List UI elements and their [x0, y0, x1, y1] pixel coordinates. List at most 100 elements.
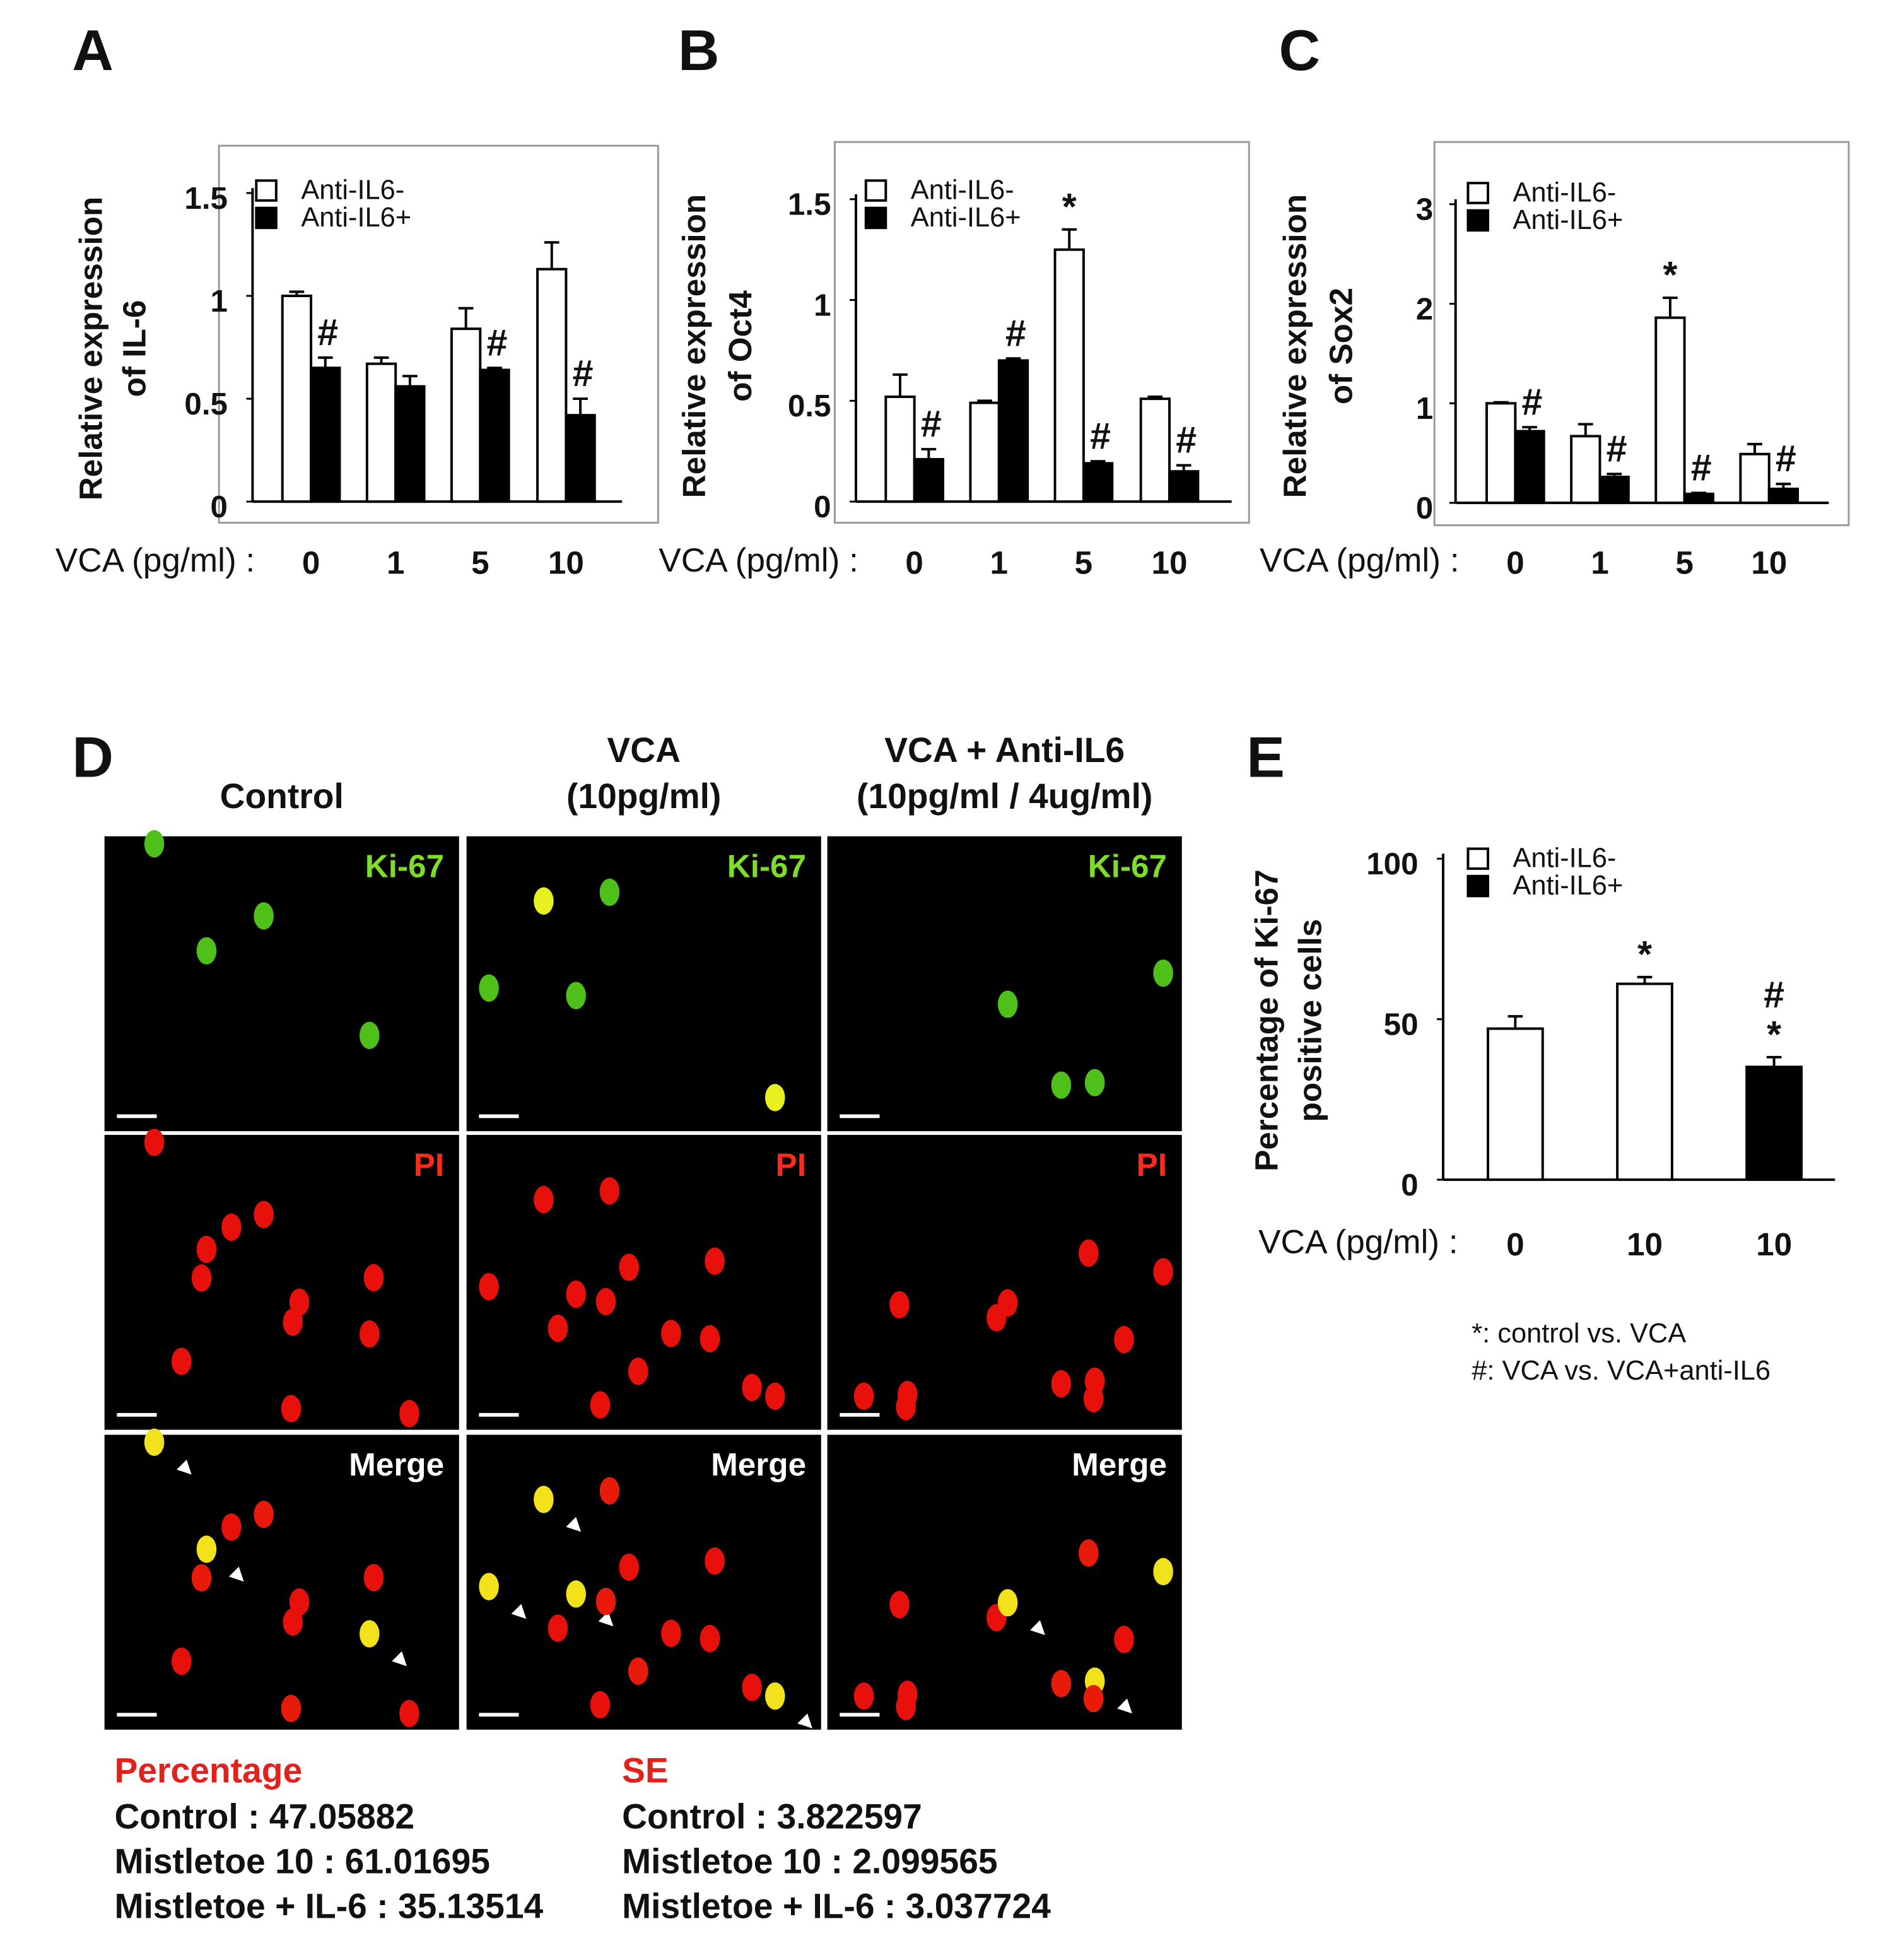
error-bar — [1062, 228, 1077, 250]
channel-label: Merge — [711, 1447, 806, 1482]
error-bar — [1090, 460, 1106, 464]
cell-nucleus — [619, 1253, 640, 1281]
cell-nucleus — [997, 1588, 1018, 1617]
y-axis-label: positive cells — [1292, 919, 1328, 1122]
legend-swatch — [1467, 847, 1489, 870]
y-tick-label: 1 — [814, 288, 831, 322]
x-tick-label: 0 — [1506, 544, 1525, 580]
error-bar — [893, 373, 908, 397]
legend-swatch — [255, 179, 278, 202]
cell-nucleus — [191, 1564, 212, 1592]
cell-nucleus — [534, 887, 554, 915]
cell-nucleus — [997, 1289, 1018, 1317]
error-bar — [921, 448, 937, 460]
cell-nucleus — [661, 1619, 681, 1647]
cell-nucleus — [997, 990, 1018, 1018]
significance-mark: # — [921, 402, 942, 445]
bar — [1139, 397, 1171, 503]
channel-label: Merge — [1072, 1447, 1167, 1482]
bar — [913, 458, 945, 503]
cell-nucleus — [590, 1391, 611, 1419]
cell-nucleus — [254, 1500, 274, 1529]
error-bar — [977, 399, 992, 403]
significance-mark: # — [573, 352, 594, 394]
legend-label: Anti-IL6+ — [301, 202, 411, 233]
x-tick-label: 10 — [548, 544, 584, 580]
error-bar — [1691, 491, 1707, 495]
channel-label: PI — [414, 1147, 444, 1183]
bar — [1485, 402, 1517, 505]
legend-label: Anti-IL6+ — [1513, 205, 1623, 235]
cell-nucleus — [399, 1400, 419, 1428]
cell-nucleus — [566, 1280, 586, 1308]
cell-nucleus — [700, 1325, 720, 1353]
panel-letter: E — [1246, 725, 1285, 789]
cell-nucleus — [661, 1320, 681, 1347]
micrograph — [104, 1135, 459, 1430]
error-bar — [317, 356, 333, 368]
error-bar — [1508, 1015, 1523, 1029]
cell-nucleus — [889, 1291, 910, 1318]
error-bar — [487, 367, 502, 370]
cell-nucleus — [853, 1682, 874, 1710]
y-axis-label: of Sox2 — [1323, 288, 1359, 404]
stats-line: Control : 47.05882 — [114, 1797, 414, 1836]
legend-label: Anti-IL6+ — [1513, 871, 1623, 901]
error-bar — [1005, 357, 1021, 361]
significance-mark: * — [1767, 1013, 1781, 1055]
micrograph — [104, 1435, 459, 1730]
stats-line: Mistletoe 10 : 2.099565 — [622, 1841, 997, 1881]
cell-nucleus — [534, 1185, 554, 1214]
channel-label: Ki-67 — [1088, 848, 1167, 884]
error-bar — [1578, 423, 1593, 437]
y-axis-label: Relative expression — [1277, 194, 1313, 498]
y-tick-label: 100 — [1366, 847, 1418, 881]
cell-nucleus — [599, 1477, 620, 1505]
x-tick-label: 0 — [1506, 1226, 1525, 1262]
cell-nucleus — [547, 1314, 568, 1342]
micrograph — [827, 836, 1182, 1132]
cell-nucleus — [1084, 1069, 1105, 1096]
cell-nucleus — [896, 1693, 916, 1720]
x-axis-label: VCA (pg/ml) : — [659, 542, 858, 579]
cell-nucleus — [1114, 1626, 1134, 1653]
bar — [450, 327, 482, 503]
cell-nucleus — [171, 1647, 192, 1675]
y-axis-label: Relative expression — [73, 197, 108, 501]
error-bar — [544, 241, 559, 269]
x-tick-label: 10 — [1152, 544, 1188, 580]
micrograph — [827, 1135, 1182, 1430]
legend-swatch — [1467, 209, 1489, 232]
cell-nucleus — [566, 982, 586, 1009]
legend-swatch — [1467, 874, 1489, 898]
legend-label: Anti-IL6- — [1513, 843, 1616, 874]
stats-line: Mistletoe + IL-6 : 3.037724 — [622, 1886, 1051, 1925]
cell-nucleus — [1083, 1684, 1104, 1713]
plot-frame — [1433, 141, 1850, 527]
error-bar — [458, 307, 474, 329]
cell-nucleus — [254, 1200, 274, 1228]
x-tick-label: 5 — [1675, 544, 1694, 580]
cell-nucleus — [144, 1428, 165, 1456]
y-tick-label: 50 — [1384, 1007, 1419, 1042]
bar — [969, 401, 1000, 503]
x-tick-label: 10 — [1756, 1226, 1792, 1262]
stats-title: Percentage — [114, 1751, 302, 1790]
cell-nucleus — [479, 1272, 499, 1301]
significance-mark: # — [317, 311, 338, 353]
bar — [479, 368, 510, 503]
error-bar — [402, 375, 418, 387]
cell-nucleus — [1153, 1258, 1173, 1286]
arrowhead — [797, 1713, 812, 1728]
significance-mark: # — [1090, 414, 1111, 457]
plot-frame — [218, 144, 659, 524]
y-tick-label: 0 — [1416, 491, 1433, 525]
cell-nucleus — [254, 902, 274, 930]
x-tick-label: 1 — [990, 544, 1009, 580]
panel-letter: C — [1279, 19, 1321, 83]
bar — [1683, 492, 1714, 505]
panel-letter: B — [678, 19, 720, 83]
error-bar — [1522, 426, 1537, 431]
error-bar — [1747, 443, 1762, 454]
